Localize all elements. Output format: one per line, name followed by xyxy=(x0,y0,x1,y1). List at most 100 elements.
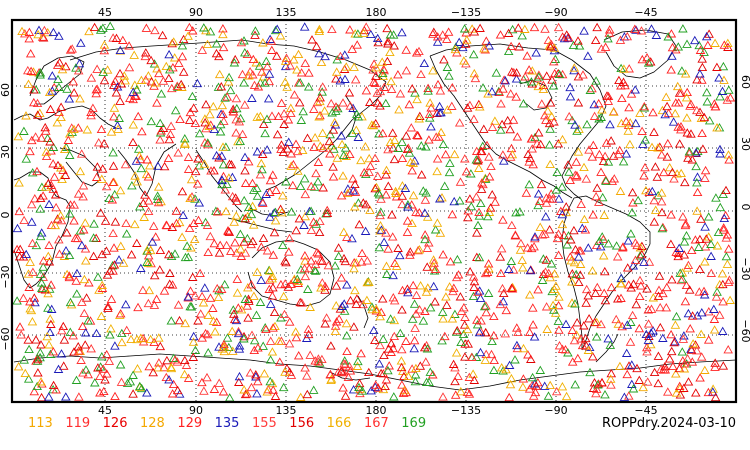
observation-marker xyxy=(591,332,602,341)
observation-marker xyxy=(471,146,482,155)
observation-marker xyxy=(177,232,187,241)
observation-marker xyxy=(214,248,225,257)
observation-marker xyxy=(25,296,35,306)
observation-marker xyxy=(543,391,554,400)
observation-marker xyxy=(168,37,179,46)
observation-marker xyxy=(245,368,256,377)
observation-marker xyxy=(371,62,381,72)
observation-marker xyxy=(306,181,316,191)
observation-marker xyxy=(507,67,517,76)
observation-marker xyxy=(553,22,564,32)
observation-marker xyxy=(281,53,292,62)
tick-labels: 45459090135135180180−135−135−90−90−45−45… xyxy=(0,6,750,417)
observation-marker xyxy=(303,324,314,334)
observation-marker xyxy=(302,389,313,399)
observation-marker xyxy=(143,172,154,181)
observation-marker xyxy=(269,227,280,237)
observation-marker xyxy=(74,346,84,355)
observation-marker xyxy=(692,177,702,187)
observation-marker xyxy=(276,98,287,107)
observation-marker xyxy=(456,386,466,396)
observation-marker xyxy=(17,26,27,36)
observation-marker xyxy=(466,169,476,178)
observation-marker xyxy=(466,352,477,361)
observation-marker xyxy=(377,294,388,303)
observation-marker xyxy=(331,281,342,290)
observation-marker xyxy=(671,311,682,321)
observation-marker xyxy=(255,111,266,121)
observation-marker xyxy=(484,172,495,181)
observation-marker xyxy=(53,160,63,170)
observation-marker xyxy=(653,143,663,152)
observation-marker xyxy=(424,109,435,118)
longitude-tick-label-top: 180 xyxy=(366,6,387,19)
observation-marker xyxy=(344,88,355,97)
observation-marker xyxy=(437,335,447,345)
observation-marker xyxy=(619,392,630,401)
observation-marker xyxy=(388,270,398,280)
observation-marker xyxy=(204,121,214,131)
observation-marker xyxy=(708,387,718,396)
observation-marker xyxy=(424,135,434,144)
observation-marker xyxy=(365,97,375,106)
observation-marker xyxy=(577,340,588,350)
observation-marker xyxy=(588,351,598,361)
observation-marker xyxy=(640,135,650,144)
observation-marker xyxy=(571,330,582,339)
observation-marker xyxy=(453,371,463,380)
observation-marker xyxy=(712,241,723,250)
observation-marker xyxy=(466,201,477,211)
observation-marker xyxy=(36,133,47,142)
observation-marker xyxy=(378,128,388,138)
observation-marker xyxy=(268,323,278,332)
observation-marker xyxy=(219,116,229,125)
observation-marker xyxy=(156,89,167,98)
observation-marker xyxy=(300,363,310,372)
observation-marker xyxy=(462,324,473,334)
observation-marker xyxy=(242,49,253,59)
observation-marker xyxy=(393,69,403,79)
observation-marker xyxy=(249,345,260,355)
observation-marker xyxy=(155,265,165,274)
observation-marker xyxy=(557,182,567,191)
observation-marker xyxy=(422,344,433,353)
observation-marker xyxy=(285,61,295,70)
observation-marker xyxy=(514,42,524,51)
observation-marker xyxy=(719,40,730,49)
observation-marker xyxy=(356,257,367,266)
observation-marker xyxy=(76,149,87,158)
observation-marker xyxy=(95,371,105,381)
observation-marker xyxy=(339,359,349,368)
observation-marker xyxy=(175,114,185,124)
observation-marker xyxy=(259,368,270,378)
observation-marker xyxy=(253,343,263,352)
observation-marker xyxy=(630,255,641,264)
observation-marker xyxy=(121,218,131,228)
observation-marker xyxy=(460,312,470,321)
observation-marker xyxy=(600,266,610,276)
observation-marker xyxy=(627,310,638,320)
observation-marker xyxy=(249,335,260,345)
observation-marker xyxy=(706,251,716,260)
observation-marker xyxy=(23,269,34,278)
observation-marker xyxy=(530,232,540,241)
observation-marker xyxy=(218,387,229,396)
observation-marker xyxy=(100,216,111,225)
observation-marker xyxy=(572,126,582,135)
observation-marker xyxy=(211,150,222,160)
observation-marker xyxy=(483,288,494,297)
observation-marker xyxy=(358,299,368,309)
observation-marker xyxy=(718,223,729,232)
observation-marker xyxy=(401,65,412,75)
observation-marker xyxy=(108,147,118,157)
observation-marker xyxy=(696,214,706,223)
observation-marker xyxy=(314,48,324,58)
observation-marker xyxy=(303,82,314,91)
observation-marker xyxy=(117,328,127,338)
observation-marker xyxy=(310,132,320,142)
observation-marker xyxy=(533,189,544,198)
observation-marker xyxy=(213,292,224,302)
observation-marker xyxy=(252,112,262,121)
observation-marker xyxy=(36,392,47,402)
observation-marker xyxy=(588,140,599,149)
